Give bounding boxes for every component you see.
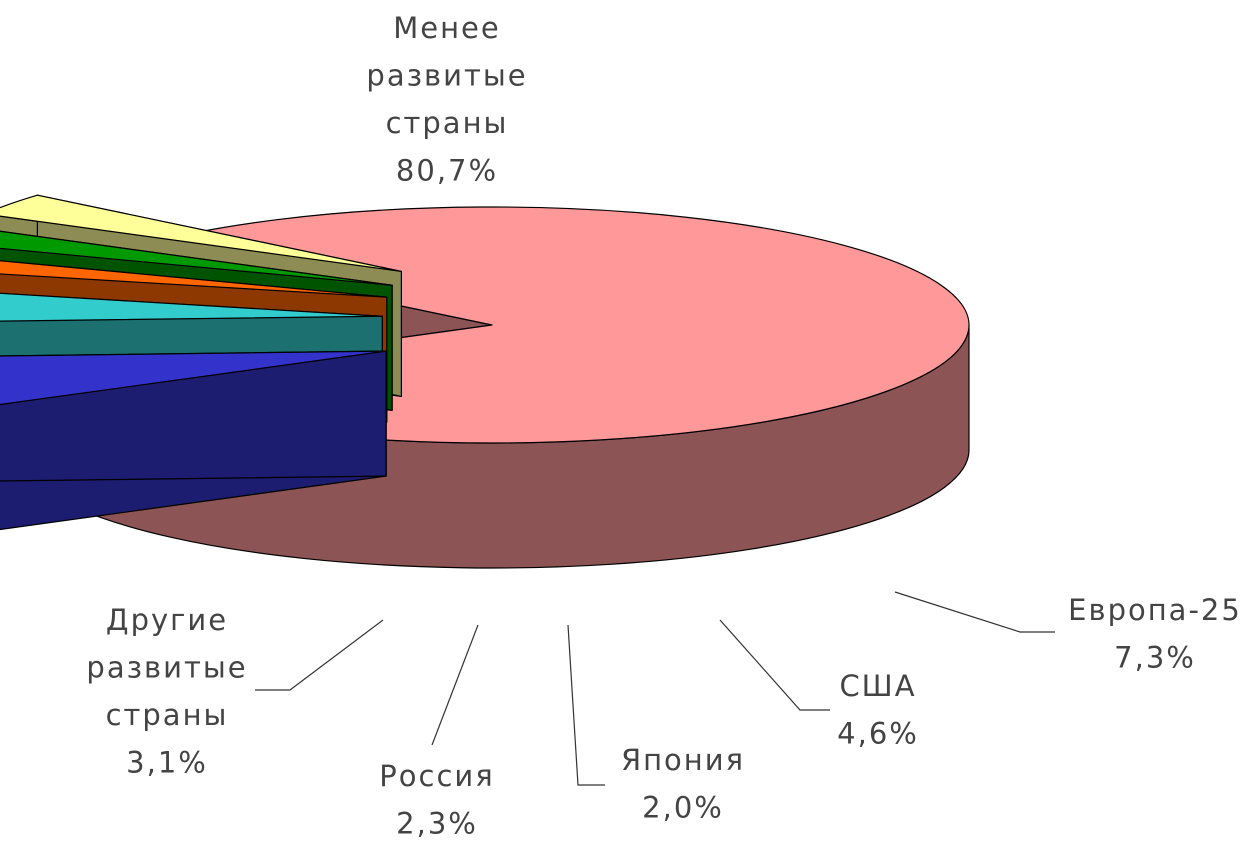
slice-value-label: 2,3% — [396, 807, 478, 841]
slice-label: Япония — [621, 743, 745, 777]
slice-label: Россия — [379, 759, 494, 793]
slice-value-label: 4,6% — [837, 717, 919, 751]
slice-value-label: 3,1% — [126, 746, 208, 780]
slice-label: Другие развитые страны — [86, 603, 247, 732]
leader-line — [567, 624, 605, 786]
leader-line — [255, 619, 384, 691]
slice-top — [0, 230, 393, 286]
slice-label: США — [839, 669, 916, 703]
slice-value-label: 7,3% — [1114, 641, 1196, 675]
leader-line — [719, 619, 830, 711]
leader-line — [894, 591, 1055, 633]
slice-label: Менее развитые страны — [366, 11, 527, 140]
slice-top — [0, 260, 388, 298]
slice-top — [0, 292, 383, 322]
slice-value-label: 80,7% — [396, 154, 498, 188]
slice-top — [0, 350, 387, 406]
slice-top — [0, 194, 402, 273]
slice-label: Европа-25 — [1068, 593, 1242, 627]
slice-value-label: 2,0% — [642, 791, 724, 825]
leader-line — [431, 624, 479, 746]
